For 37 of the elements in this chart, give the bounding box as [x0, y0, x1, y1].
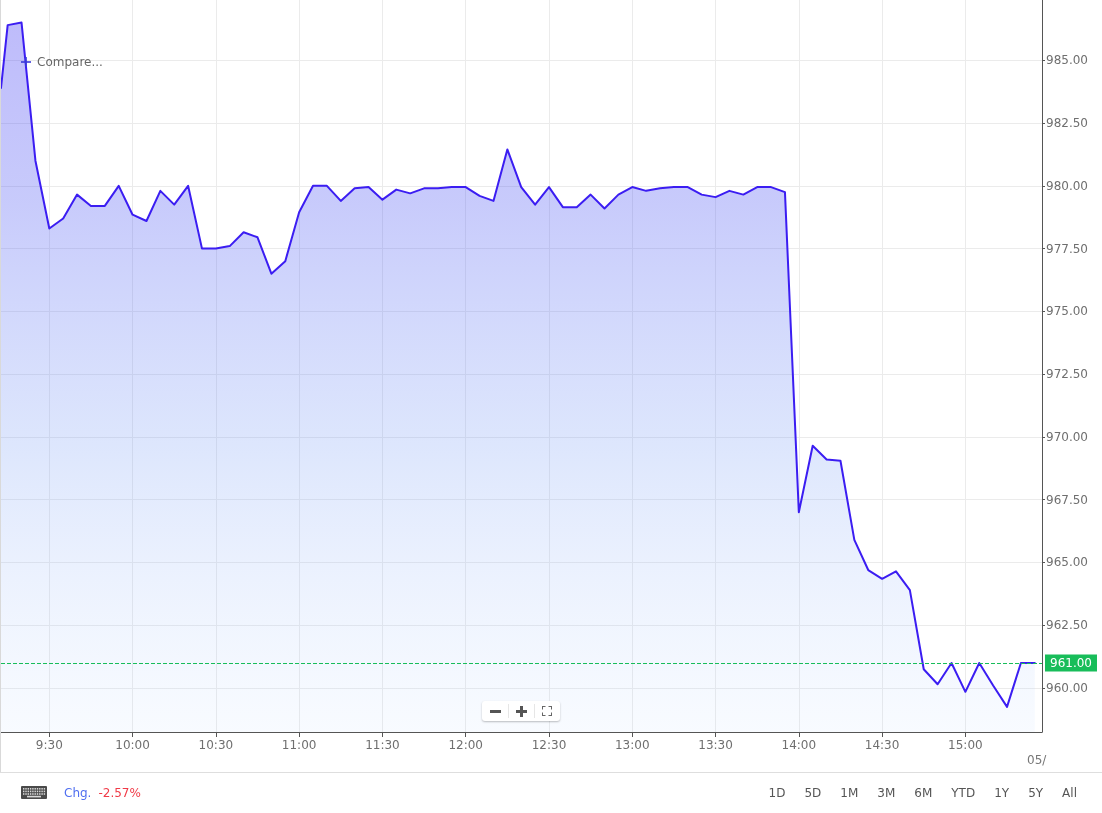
text: 1M	[840, 786, 859, 800]
y-tick-label: 962.50	[1046, 618, 1088, 633]
text: Chg.	[64, 786, 92, 800]
y-tick-label: 965.00	[1046, 555, 1088, 570]
text: 1D	[768, 786, 786, 800]
y-tick-label: 960.00	[1046, 681, 1088, 696]
y-tick-label: 980.00	[1046, 178, 1088, 193]
text: 5Y	[1028, 786, 1044, 800]
ref-line-label: 961.00	[1050, 655, 1092, 670]
text: 05/	[1027, 753, 1047, 767]
x-tick-label: 10:00	[115, 738, 150, 752]
y-tick-label: 985.00	[1046, 53, 1088, 68]
annotation: Compare...	[37, 55, 103, 69]
text: All	[1062, 786, 1077, 800]
x-tick-label: 14:00	[781, 738, 817, 752]
y-tick-label: 972.50	[1046, 367, 1088, 382]
y-tick-label: 977.50	[1046, 241, 1088, 256]
text: 5D	[804, 786, 822, 800]
x-tick-label: 12:30	[531, 738, 567, 752]
text: 1Y	[994, 786, 1010, 800]
x-tick-label: 9:30	[35, 738, 63, 752]
x-tick-label: 11:00	[281, 738, 317, 752]
text: 6M	[914, 786, 933, 800]
x-tick-label: 13:00	[614, 738, 650, 752]
y-tick-label: 982.50	[1046, 116, 1088, 131]
text: -2.57%	[98, 786, 141, 800]
x-tick-label: 13:30	[698, 738, 733, 752]
x-tick-label: 10:30	[198, 738, 234, 752]
x-tick-label: 11:30	[365, 738, 400, 752]
x-tick-label: 14:30	[864, 738, 900, 752]
x-tick-label: 15:00	[948, 738, 983, 752]
text: YTD	[951, 786, 976, 800]
y-tick-label: 975.00	[1046, 304, 1088, 319]
text: 3M	[877, 786, 896, 800]
y-tick-label: 967.50	[1046, 492, 1088, 507]
y-tick-label: 970.00	[1046, 429, 1088, 444]
x-tick-label: 12:00	[448, 738, 483, 752]
